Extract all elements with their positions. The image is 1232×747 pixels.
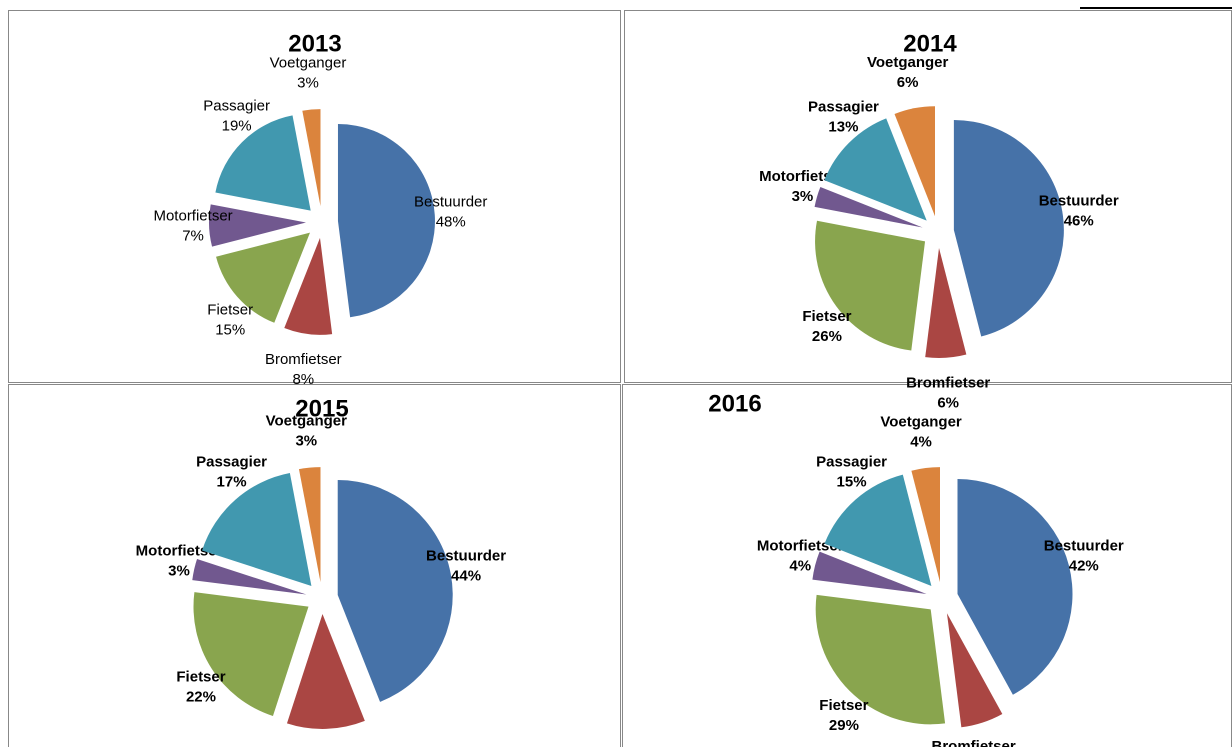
slice-value-label: 6% — [937, 395, 959, 412]
slice-label: Motorfietser — [136, 543, 223, 560]
pie-slice — [894, 106, 936, 217]
pie-slice — [957, 479, 1073, 695]
pie-slice — [815, 220, 926, 351]
pie-slice — [216, 232, 310, 323]
slice-value-label: 7% — [182, 228, 204, 245]
pie-slice — [284, 237, 333, 335]
slice-value-label: 29% — [829, 717, 859, 734]
slice-label: Bromfietser — [285, 746, 369, 747]
pie-slice — [302, 109, 321, 207]
slice-label: Bestuurder — [426, 548, 506, 565]
slice-value-label: 4% — [910, 433, 932, 450]
chart-title: 2016 — [708, 390, 761, 417]
slice-value-label: 42% — [1069, 557, 1099, 574]
slice-value-label: 22% — [186, 688, 216, 705]
slice-value-label: 3% — [297, 75, 319, 92]
slice-value-label: 15% — [215, 322, 245, 339]
slice-label: Bromfietser — [265, 351, 342, 368]
pie-slice — [337, 123, 435, 318]
slice-value-label: 8% — [292, 371, 314, 388]
slice-value-label: 4% — [789, 557, 811, 574]
slice-value-label: 15% — [837, 474, 867, 491]
slice-value-label: 3% — [792, 188, 814, 205]
slice-label: Bestuurder — [1044, 537, 1124, 554]
pie-slice — [193, 592, 309, 716]
slice-value-label: 6% — [897, 74, 919, 91]
pie-slice — [824, 474, 932, 586]
pie-slice — [925, 247, 967, 358]
slice-label: Passagier — [816, 454, 887, 471]
pie-slice — [215, 115, 311, 211]
slice-label: Voetganger — [270, 55, 347, 72]
slice-label: Bromfietser — [906, 375, 990, 392]
slice-label: Passagier — [203, 98, 270, 115]
pie-slice — [824, 118, 927, 221]
slice-value-label: 19% — [222, 118, 252, 135]
panel-frame — [8, 384, 621, 747]
slice-value-label: 48% — [436, 214, 466, 231]
slice-label: Fietser — [176, 668, 225, 685]
pie-chart: 2015Bestuurder44%Bromfietser11%Fietser22… — [136, 395, 507, 747]
pie-slice — [337, 480, 453, 702]
slice-value-label: 44% — [451, 568, 481, 585]
slice-label: Fietser — [207, 302, 253, 319]
chart-title: 2014 — [903, 30, 957, 57]
pie-chart: 2013 Bestuurder 48% Bromfietser 8% Fietser 15%… — [153, 30, 487, 387]
slice-label: Fietser — [802, 308, 851, 325]
panel-frame — [8, 10, 621, 383]
pie-chart: 2014 Bestuurder 46% Bromfietser 6% Fietser 26%… — [759, 30, 1119, 411]
pie-slice — [192, 558, 307, 595]
slice-label: Motorfietser — [759, 168, 846, 185]
slice-label: Voetganger — [880, 413, 962, 430]
pie-slice — [911, 467, 940, 583]
slice-value-label: 13% — [828, 118, 858, 135]
pie-slice — [815, 594, 946, 725]
pie-slice — [286, 613, 365, 729]
slice-value-label: 17% — [217, 474, 247, 491]
pie-chart: 2016 Bestuurder 42% Bromfietser 6% Fietser 29%… — [708, 390, 1124, 747]
slice-value-label: 46% — [1064, 213, 1094, 230]
chart-title: 2015 — [295, 395, 348, 422]
pie-slice — [946, 613, 1003, 728]
slice-label: Motorfietser — [153, 208, 232, 225]
slice-label: Bestuurder — [1039, 193, 1119, 210]
slice-label: Voetganger — [867, 54, 949, 71]
slice-value-label: 26% — [812, 328, 842, 345]
chart-title: 2013 — [288, 30, 341, 57]
slice-label: Fietser — [819, 697, 868, 714]
pie-slice — [209, 204, 307, 247]
slice-label: Passagier — [196, 454, 267, 471]
pie-slice — [814, 187, 923, 228]
slice-label: Passagier — [808, 98, 879, 115]
slice-label: Motorfietser — [757, 537, 844, 554]
pie-slice — [202, 473, 312, 586]
slice-value-label: 3% — [295, 433, 317, 450]
pie-slice — [812, 551, 927, 595]
pie-slice — [953, 119, 1064, 337]
slice-label: Voetganger — [266, 413, 348, 430]
slice-label: Bromfietser — [932, 738, 1016, 747]
slice-label: Bestuurder — [414, 194, 487, 211]
slice-value-label: 3% — [168, 563, 190, 580]
pie-slice — [298, 467, 321, 583]
